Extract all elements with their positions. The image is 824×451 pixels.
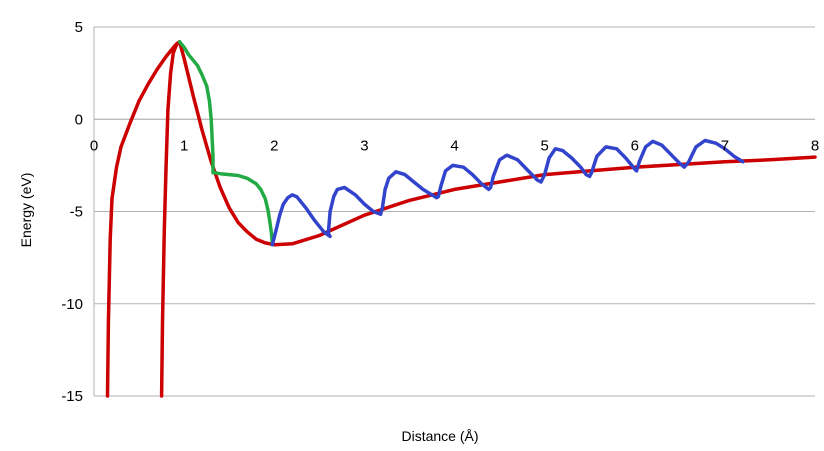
x-tick-label: 6 [631,137,639,154]
y-tick-label: 0 [75,111,83,128]
gridlines [94,26,815,397]
series-line-3 [177,40,275,247]
y-axis-label: Energy (eV) [18,173,34,248]
x-tick-label: 8 [811,137,819,154]
y-tick-label: 5 [75,19,83,36]
series-lines [105,40,817,398]
axes [93,27,815,396]
y-tick-label: -10 [61,296,83,313]
x-tick-label: 1 [180,137,188,154]
series-line-2 [159,40,817,398]
x-tick-label: 4 [450,137,458,154]
y-tick-label: -5 [70,204,83,221]
x-tick-label: 3 [360,137,368,154]
x-tick-label: 5 [540,137,548,154]
y-tick-label: -15 [61,388,83,405]
x-axis-label: Distance (Å) [401,428,478,444]
x-tick-label: 7 [721,137,729,154]
series-line-1 [105,40,182,398]
x-tick-label: 2 [270,137,278,154]
x-tick-label: 0 [90,137,98,154]
series-line-4 [270,138,745,247]
tick-labels: 5 0 -5 -10 -15 0 1 2 3 4 5 6 7 8 [61,19,819,405]
